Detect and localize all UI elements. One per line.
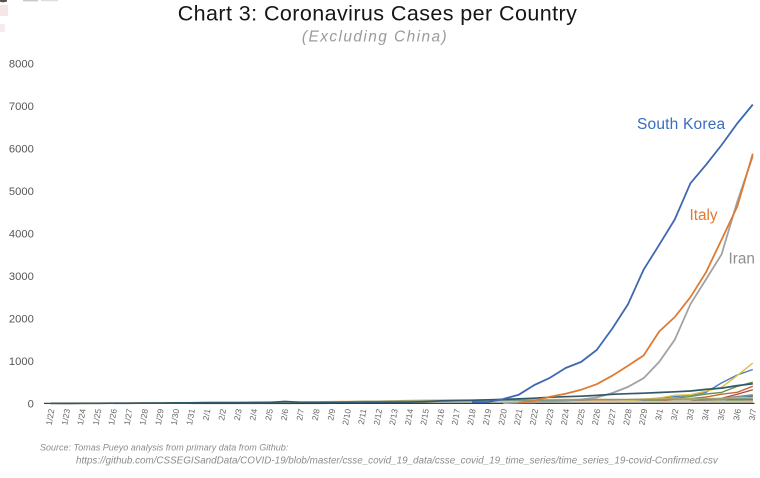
svg-text:2/4: 2/4 — [247, 408, 259, 422]
svg-text:2/29: 2/29 — [637, 408, 650, 426]
svg-text:1/24: 1/24 — [75, 408, 88, 426]
svg-text:1/23: 1/23 — [59, 408, 72, 426]
svg-text:4000: 4000 — [9, 229, 34, 241]
svg-text:2/20: 2/20 — [496, 408, 509, 426]
svg-text:1/22: 1/22 — [44, 408, 57, 426]
svg-text:2/7: 2/7 — [294, 408, 306, 422]
svg-text:2000: 2000 — [9, 313, 34, 325]
svg-text:https://github.com/CSSEGISandD: https://github.com/CSSEGISandData/COVID-… — [76, 455, 719, 466]
svg-text:2/19: 2/19 — [481, 408, 494, 426]
svg-text:South Korea: South Korea — [637, 116, 726, 133]
svg-text:2/21: 2/21 — [512, 408, 525, 426]
svg-text:2/14: 2/14 — [403, 408, 416, 426]
svg-text:1/29: 1/29 — [153, 408, 166, 426]
svg-text:2/9: 2/9 — [325, 408, 337, 422]
svg-text:2/24: 2/24 — [559, 408, 572, 426]
svg-text:5000: 5000 — [9, 186, 34, 198]
svg-text:2/25: 2/25 — [574, 408, 587, 426]
svg-text:2/16: 2/16 — [434, 408, 447, 426]
svg-text:1/27: 1/27 — [122, 408, 135, 426]
svg-text:2/3: 2/3 — [232, 408, 244, 422]
svg-text:1/31: 1/31 — [184, 408, 197, 426]
svg-text:2/5: 2/5 — [263, 408, 275, 422]
svg-text:2/18: 2/18 — [465, 408, 478, 426]
svg-text:2/6: 2/6 — [279, 408, 291, 422]
svg-text:2/17: 2/17 — [449, 408, 462, 426]
svg-text:3/1: 3/1 — [653, 408, 665, 422]
svg-text:2/22: 2/22 — [527, 408, 540, 426]
svg-text:3/6: 3/6 — [731, 408, 743, 422]
svg-text:2/8: 2/8 — [310, 408, 322, 422]
svg-text:Italy: Italy — [690, 207, 718, 224]
svg-text:7000: 7000 — [9, 101, 34, 113]
svg-text:1/26: 1/26 — [106, 408, 119, 426]
svg-text:0: 0 — [28, 398, 34, 410]
svg-text:3/2: 3/2 — [669, 408, 681, 422]
svg-text:2/2: 2/2 — [216, 408, 228, 422]
svg-text:3/3: 3/3 — [684, 408, 696, 422]
svg-text:1/30: 1/30 — [169, 408, 182, 426]
svg-text:2/28: 2/28 — [621, 408, 634, 426]
svg-text:2/26: 2/26 — [590, 408, 603, 426]
svg-text:6000: 6000 — [9, 144, 34, 156]
svg-text:Source: Tomas Pueyo analysis f: Source: Tomas Pueyo analysis from primar… — [40, 443, 289, 453]
svg-text:2/15: 2/15 — [418, 408, 431, 426]
svg-text:3/4: 3/4 — [700, 408, 712, 422]
svg-text:8000: 8000 — [9, 59, 34, 71]
svg-text:1000: 1000 — [9, 356, 34, 368]
svg-text:1/25: 1/25 — [91, 408, 104, 426]
svg-text:2/11: 2/11 — [356, 408, 369, 426]
svg-text:2/12: 2/12 — [371, 408, 384, 426]
svg-text:(Excluding China): (Excluding China) — [302, 29, 448, 46]
svg-text:2/1: 2/1 — [201, 408, 213, 422]
svg-text:2/27: 2/27 — [605, 408, 618, 426]
svg-text:3/7: 3/7 — [747, 408, 759, 422]
svg-text:2/23: 2/23 — [543, 408, 556, 426]
svg-text:1/28: 1/28 — [137, 408, 150, 426]
svg-text:Chart 3: Coronavirus Cases per: Chart 3: Coronavirus Cases per Country — [178, 1, 578, 25]
svg-text:Iran: Iran — [729, 251, 755, 268]
svg-text:2/13: 2/13 — [387, 408, 400, 426]
svg-text:3000: 3000 — [9, 271, 34, 283]
svg-text:3/5: 3/5 — [715, 408, 727, 422]
svg-text:2/10: 2/10 — [340, 408, 353, 426]
